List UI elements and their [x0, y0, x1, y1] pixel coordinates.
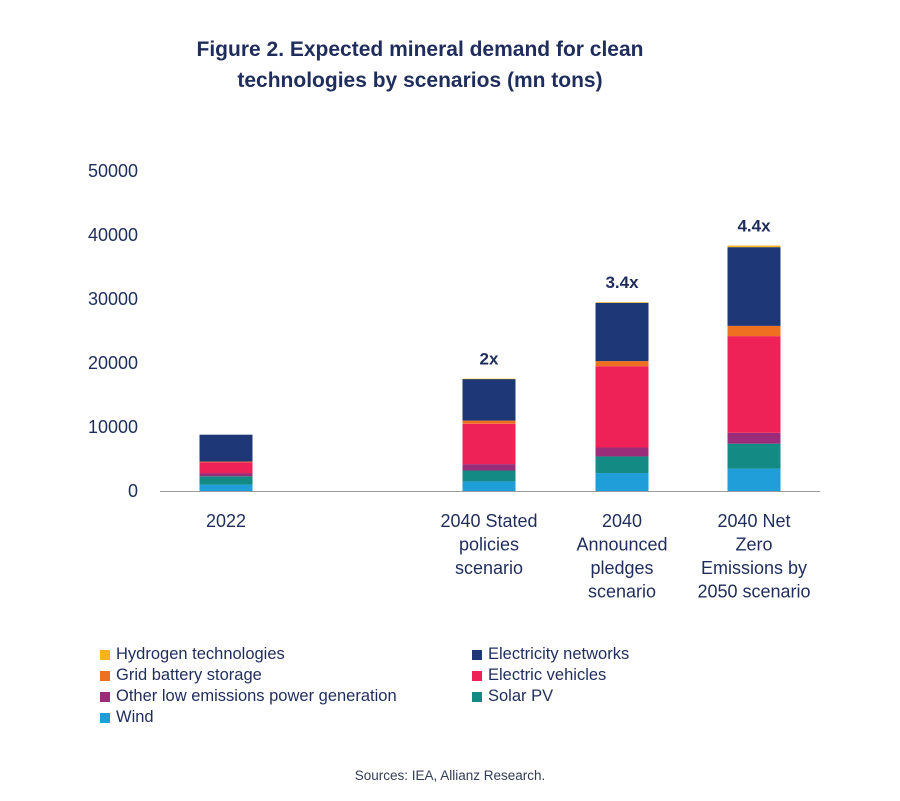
legend-swatch: [100, 691, 110, 702]
bar-segment: [595, 456, 649, 474]
source-note: Sources: IEA, Allianz Research.: [354, 768, 546, 783]
bar-segment: [199, 476, 253, 485]
stacked-bar-chart: 0 10000 20000 30000 40000 50000 2022 2x 2040 Sta…: [88, 161, 820, 602]
legend-swatch: [100, 649, 110, 660]
bar-segment: [595, 473, 649, 491]
bar-segment: [595, 366, 649, 448]
y-tick-label: 30000: [88, 289, 138, 309]
bar-segment: [595, 302, 649, 362]
legend-label: Electricity networks: [488, 645, 630, 663]
legend-swatch: [472, 691, 482, 702]
bar-segment: [462, 423, 516, 465]
chart-title-line-2: technologies by scenarios (mn tons): [237, 69, 603, 92]
legend-item: Wind: [100, 708, 154, 727]
bar-segment: [727, 325, 781, 337]
legend-label: Electric vehicles: [488, 666, 607, 684]
legend-item: Solar PV: [472, 687, 553, 706]
bar-segment: [462, 464, 516, 471]
legend-item: Other low emissions power generation: [100, 687, 397, 706]
x-category-label: Announced: [576, 535, 667, 555]
y-tick-label: 10000: [88, 417, 138, 437]
bar-segment: [199, 484, 253, 491]
legend-label: Grid battery storage: [116, 666, 262, 684]
x-category-label: pledges: [590, 558, 653, 578]
bar-segment: [462, 378, 516, 380]
bar-segment: [462, 470, 516, 482]
bar-segment: [727, 468, 781, 491]
legend-item: Electricity networks: [472, 645, 629, 664]
bar-segment: [199, 461, 253, 463]
x-category-label: scenario: [588, 582, 656, 602]
y-tick-label: 20000: [88, 353, 138, 373]
legend-item: Hydrogen technologies: [100, 645, 285, 664]
y-tick-label: 0: [128, 481, 138, 501]
y-tick-label: 50000: [88, 161, 138, 181]
growth-annotation: 2x: [480, 350, 499, 369]
bar-segment: [595, 361, 649, 367]
x-category-label: 2050 scenario: [697, 582, 810, 602]
legend-swatch: [472, 649, 482, 660]
x-category-label: scenario: [455, 558, 523, 578]
bar-segment: [727, 432, 781, 444]
x-category-label: 2022: [206, 511, 246, 531]
legend-label: Hydrogen technologies: [116, 645, 285, 663]
bar-segment: [462, 420, 516, 424]
bar-segment: [595, 302, 649, 303]
bar-segment: [727, 245, 781, 248]
legend-swatch: [472, 670, 482, 681]
legend-item: Grid battery storage: [100, 666, 262, 685]
chart-title: Figure 2. Expected mineral demand for cl…: [140, 34, 700, 96]
bar-segment: [595, 447, 649, 457]
legend-swatch: [100, 670, 110, 681]
bar-segment: [462, 379, 516, 421]
x-category-label: Zero: [735, 535, 772, 555]
legend-label: Other low emissions power generation: [116, 687, 397, 705]
x-category-label: 2040 Stated: [440, 511, 537, 531]
bar-segment: [727, 443, 781, 469]
growth-annotation: 4.4x: [737, 217, 771, 236]
x-category-label: policies: [459, 535, 519, 555]
bar-segment: [462, 481, 516, 491]
bar-segment: [199, 462, 253, 474]
bar-segment: [727, 336, 781, 433]
y-tick-label: 40000: [88, 225, 138, 245]
bar-segment: [199, 434, 253, 462]
legend-item: Electric vehicles: [472, 666, 606, 685]
x-category-label: Emissions by: [701, 558, 807, 578]
bar-segment: [199, 473, 253, 477]
x-category-label: 2040: [602, 511, 642, 531]
growth-annotation: 3.4x: [605, 273, 639, 292]
x-category-label: 2040 Net: [717, 511, 790, 531]
legend-swatch: [100, 712, 110, 723]
legend-label: Solar PV: [488, 687, 554, 705]
chart-title-line-1: Figure 2. Expected mineral demand for cl…: [196, 38, 644, 61]
bar-segment: [727, 247, 781, 326]
legend-label: Wind: [116, 708, 154, 726]
